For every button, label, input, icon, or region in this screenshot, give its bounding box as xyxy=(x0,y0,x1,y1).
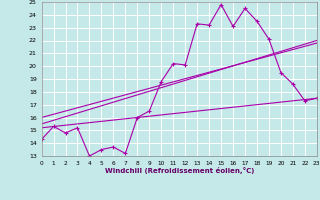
X-axis label: Windchill (Refroidissement éolien,°C): Windchill (Refroidissement éolien,°C) xyxy=(105,167,254,174)
